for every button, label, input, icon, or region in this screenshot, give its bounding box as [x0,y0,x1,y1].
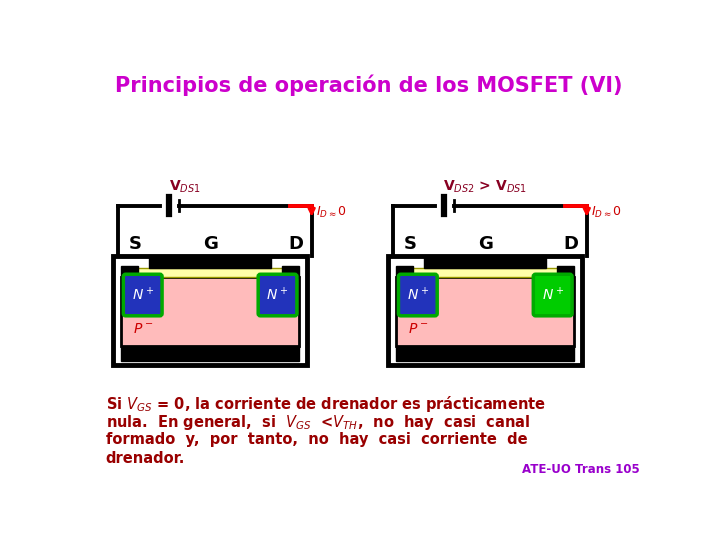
Bar [121,346,300,361]
Bar [424,257,546,268]
Bar [388,256,582,365]
Bar [396,346,575,361]
Text: Substrato: Substrato [451,347,520,360]
FancyBboxPatch shape [123,274,162,316]
Text: $I_{D\approx}0$: $I_{D\approx}0$ [316,205,347,220]
Bar [121,266,138,276]
Text: Si $V_{GS}$ = 0, la corriente de drenador es prácticamente: Si $V_{GS}$ = 0, la corriente de drenado… [106,394,545,414]
Text: G: G [478,235,492,253]
Text: S: S [404,235,417,253]
Text: S: S [128,235,141,253]
Bar [121,276,300,346]
FancyBboxPatch shape [258,274,297,316]
Text: G: G [203,235,217,253]
Text: nula.  En general,  si  $V_{GS}$  <$V_{TH}$,  no  hay  casi  canal: nula. En general, si $V_{GS}$ <$V_{TH}$,… [106,413,530,432]
Bar [135,268,285,276]
Bar [410,268,560,276]
Text: D: D [564,235,579,253]
Bar [282,266,300,276]
Text: Substrato: Substrato [176,347,245,360]
Bar [396,276,575,346]
Text: $N^+$: $N^+$ [266,286,289,303]
Text: D: D [289,235,304,253]
Bar [149,257,271,268]
Text: V$_{DS1}$: V$_{DS1}$ [168,179,200,195]
FancyBboxPatch shape [534,274,572,316]
FancyBboxPatch shape [398,274,437,316]
Text: Principios de operación de los MOSFET (VI): Principios de operación de los MOSFET (V… [115,74,623,96]
Text: formado  y,  por  tanto,  no  hay  casi  corriente  de: formado y, por tanto, no hay casi corrie… [106,432,527,447]
Text: $N^+$: $N^+$ [541,286,564,303]
Text: $N^+$: $N^+$ [407,286,429,303]
Bar [557,266,575,276]
Text: V$_{DS2}$ > V$_{DS1}$: V$_{DS2}$ > V$_{DS1}$ [444,179,527,195]
Text: $P^-$: $P^-$ [132,322,153,336]
Bar [396,266,413,276]
Text: $I_{D\approx}0$: $I_{D\approx}0$ [591,205,622,220]
Text: drenador.: drenador. [106,451,185,467]
Text: $P^-$: $P^-$ [408,322,428,336]
Bar [113,256,307,365]
Text: $N^+$: $N^+$ [132,286,154,303]
Text: ATE-UO Trans 105: ATE-UO Trans 105 [523,463,640,476]
